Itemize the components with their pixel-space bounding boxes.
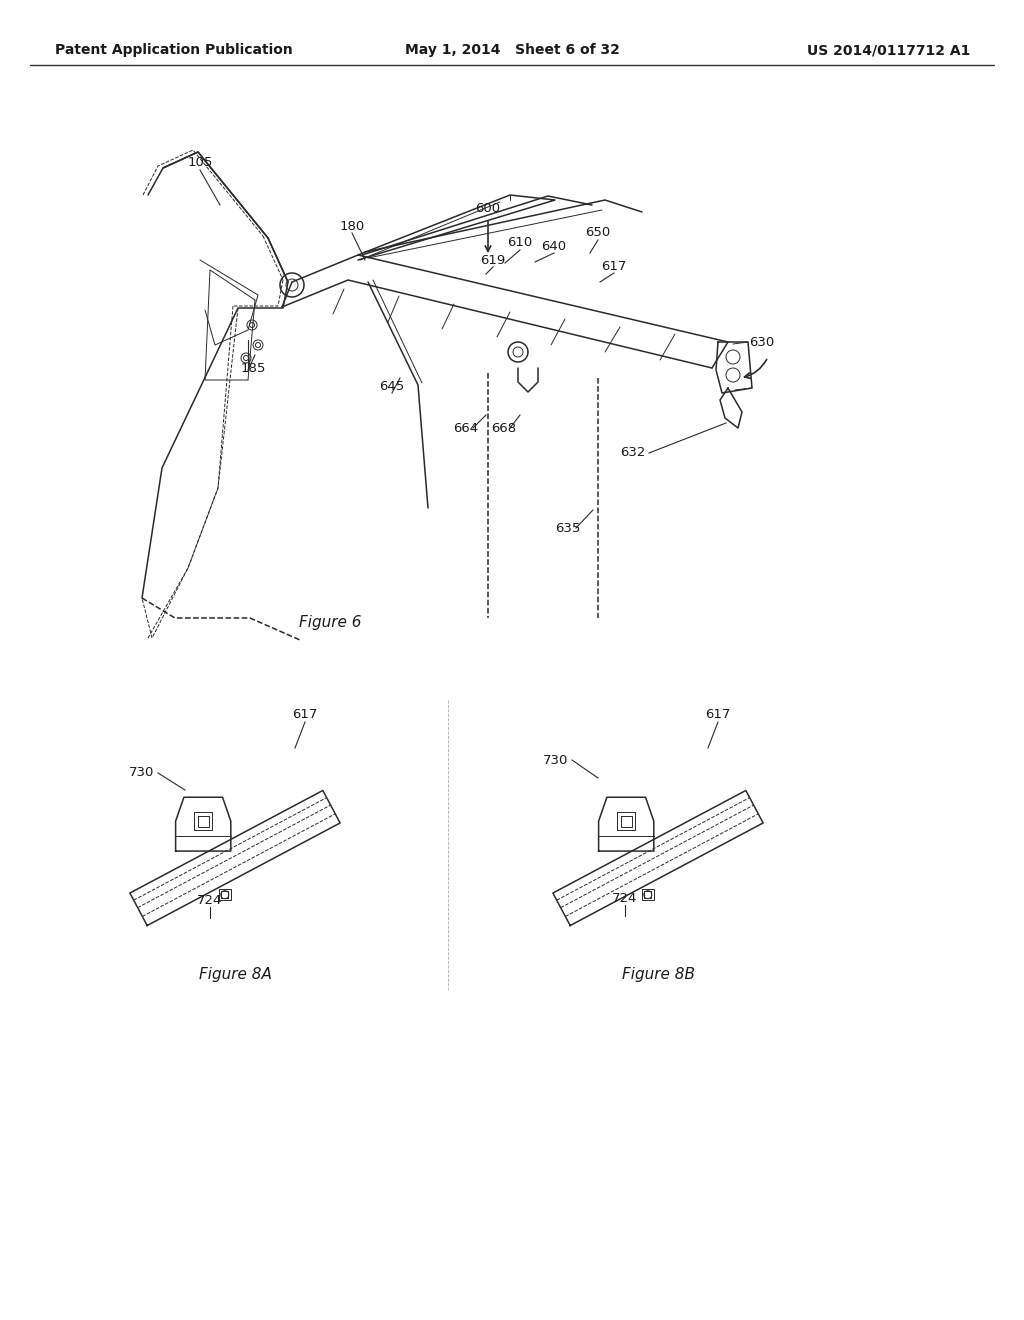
- Text: 617: 617: [292, 709, 317, 722]
- Text: 724: 724: [198, 894, 222, 907]
- Text: US 2014/0117712 A1: US 2014/0117712 A1: [807, 44, 970, 57]
- Text: 730: 730: [544, 754, 568, 767]
- Text: 610: 610: [507, 236, 532, 249]
- Text: 730: 730: [129, 767, 155, 780]
- Text: May 1, 2014   Sheet 6 of 32: May 1, 2014 Sheet 6 of 32: [404, 44, 620, 57]
- Text: 650: 650: [586, 227, 610, 239]
- Text: Figure 6: Figure 6: [299, 615, 361, 631]
- Text: 664: 664: [454, 421, 478, 434]
- Text: 617: 617: [601, 260, 627, 272]
- Text: 185: 185: [241, 362, 265, 375]
- Text: 180: 180: [339, 219, 365, 232]
- Text: 645: 645: [379, 380, 404, 392]
- Text: 724: 724: [612, 891, 638, 904]
- Text: Patent Application Publication: Patent Application Publication: [55, 44, 293, 57]
- Text: 630: 630: [750, 337, 774, 350]
- Text: 619: 619: [480, 253, 506, 267]
- Text: 635: 635: [555, 521, 581, 535]
- Text: Figure 8B: Figure 8B: [622, 968, 694, 982]
- Text: 105: 105: [187, 157, 213, 169]
- Text: 668: 668: [492, 421, 516, 434]
- Text: Figure 8A: Figure 8A: [199, 968, 271, 982]
- Text: 640: 640: [542, 239, 566, 252]
- Text: 600: 600: [475, 202, 501, 214]
- Text: 632: 632: [621, 446, 646, 459]
- Text: 617: 617: [706, 709, 731, 722]
